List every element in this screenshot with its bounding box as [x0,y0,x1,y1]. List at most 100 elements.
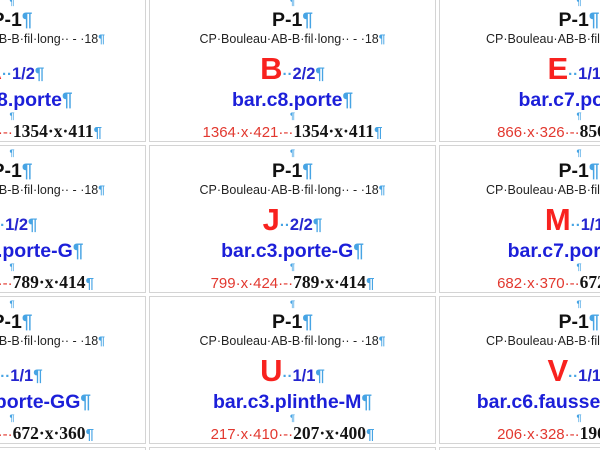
paragraph-mark-small: ¶ [9,111,15,121]
pilcrow-mark: ¶ [302,161,313,182]
piece-letter: B [260,51,283,86]
material-line: CP·Bouleau·AB-B·fil·long·· - ·18¶ [0,32,105,46]
label-cell[interactable]: ¶ P-1¶ CP·Bouleau·AB-B·fil·long·· - ·18¶… [149,0,436,142]
piece-letter: U [260,353,283,388]
paragraph-mark-small: ¶ [289,148,295,158]
paragraph-mark-small: ¶ [289,413,295,423]
pilcrow-mark: ¶ [98,32,105,46]
part-series-title-line: P-1¶ [0,310,32,334]
label-cell[interactable]: ¶ P-1¶ CP·Bouleau·AB-B·fil·long·· - ·18¶… [439,0,600,142]
material-text: CP·Bouleau·AB-B·fil·long·· - ·18 [0,334,99,348]
piece-count: 1/1 [10,367,34,385]
dimensions-line: 799·x·424·-·789·x·414¶ [0,272,94,292]
material-text: CP·Bouleau·AB-B·fil·long·· - ·18 [486,32,600,46]
paragraph-mark-small: ¶ [9,262,15,272]
paragraph-mark-small: ¶ [576,413,582,423]
piece-name: bar.c3.porte-G [221,240,354,262]
part-series-title: P-1 [0,9,22,31]
pilcrow-mark: ¶ [302,10,313,31]
pilcrow-mark: ¶ [342,90,354,111]
label-cell[interactable]: ¶ P-1¶ CP·Bouleau·AB-B·fil·long·· - ·18¶… [149,296,436,444]
label-cell[interactable]: ¶ P-1¶ CP·Bouleau·AB-B·fil·long·· - ·18¶… [0,0,146,142]
material-line: CP·Bouleau·AB-B·fil·long·· - ·18¶ [486,334,600,348]
space-dots-mark: ·· [568,368,579,385]
dimensions-line: 1364·x·421·-·1354·x·411¶ [0,121,102,141]
piece-name-line: bar.c3.plinthe-M¶ [213,390,372,414]
material-text: CP·Bouleau·AB-B·fil·long·· - ·18 [486,334,600,348]
piece-name-line: bar.c7.porte¶ [518,88,600,112]
dims-finished: 672·x·360 [579,272,600,292]
piece-count: 2/2 [289,216,313,234]
pilcrow-mark: ¶ [98,183,105,197]
label-row: ¶ ¶ ¶ [0,447,600,450]
paragraph-mark-small: ¶ [9,299,15,309]
dims-raw: 799·x·424 [210,275,279,292]
part-series-title: P-1 [272,9,303,31]
pilcrow-mark: ¶ [378,183,386,197]
dimensions-line: 1364·x·421·-·1354·x·411¶ [203,121,383,141]
piece-letter-line: T··1/1¶ [0,354,43,388]
paragraph-mark-small: ¶ [9,413,15,423]
label-cell[interactable]: ¶ P-1¶ CP·Bouleau·AB-B·fil·long·· - ·18¶… [149,145,436,293]
part-series-title-line: P-1¶ [559,310,600,334]
label-cell[interactable]: ¶ P-1¶ CP·Bouleau·AB-B·fil·long·· - ·18¶… [439,296,600,444]
paragraph-mark-small: ¶ [289,262,295,272]
piece-letter-line: B··2/2¶ [260,52,325,86]
label-cell[interactable]: ¶ P-1¶ CP·Bouleau·AB-B·fil·long·· - ·18¶… [0,145,146,293]
pilcrow-mark: ¶ [98,334,105,348]
part-series-title: P-1 [558,9,589,31]
label-row: ¶ P-1¶ CP·Bouleau·AB-B·fil·long·· - ·18¶… [0,296,600,444]
paragraph-mark-small: ¶ [289,111,295,121]
pilcrow-mark: ¶ [93,124,102,141]
piece-letter-line: M··1/1¶ [545,203,600,237]
dimensions-line: 217·x·410·-·207·x·400¶ [211,423,375,443]
piece-letter-line: U··1/1¶ [260,354,325,388]
paragraph-mark-small: ¶ [9,148,15,158]
label-cell[interactable]: ¶ [149,447,436,450]
material-text: CP·Bouleau·AB-B·fil·long·· - ·18 [0,32,99,46]
dims-finished: 196·x·318 [579,423,600,443]
piece-letter-line: J··2/2¶ [263,203,323,237]
material-text: CP·Bouleau·AB-B·fil·long·· - ·18 [486,183,600,197]
pilcrow-mark: ¶ [588,10,600,31]
piece-count: 1/1 [578,65,600,83]
dims-separator: ·-· [278,275,294,292]
piece-name: bar.c8.porte [231,89,343,111]
piece-count: 1/1 [578,367,600,385]
dims-raw: 217·x·410 [210,426,279,443]
paragraph-mark-small: ¶ [576,148,582,158]
label-row: ¶ P-1¶ CP·Bouleau·AB-B·fil·long·· - ·18¶… [0,0,600,142]
piece-name-line: bar.c3.porte-G¶ [221,239,364,263]
piece-count: 1/2 [11,65,35,83]
label-cell[interactable]: ¶ P-1¶ CP·Bouleau·AB-B·fil·long·· - ·18¶… [0,296,146,444]
piece-name: bar.c3.plinthe-M [212,391,362,413]
piece-letter-line: V··1/1¶ [547,354,600,388]
dims-finished: 207·x·400 [293,423,367,443]
part-series-title: P-1 [558,311,589,333]
piece-letter: J [262,202,280,237]
label-cell[interactable]: ¶ P-1¶ CP·Bouleau·AB-B·fil·long·· - ·18¶… [439,145,600,293]
pilcrow-mark: ¶ [33,366,43,385]
dims-finished: 856·x·316 [579,121,600,141]
part-series-title: P-1 [272,160,303,182]
space-dots-mark: ·· [570,217,581,234]
piece-letter: M [544,202,571,237]
dims-raw: 682·x·370 [497,275,565,292]
part-series-title: P-1 [0,160,22,182]
dims-finished: 1354·x·411 [293,121,375,141]
pilcrow-mark: ¶ [85,275,94,292]
piece-name: bar.c3.porte-G [0,240,73,262]
label-cell[interactable]: ¶ [439,447,600,450]
dims-separator: ·-· [564,426,580,443]
space-dots-mark: ·· [568,66,579,83]
pilcrow-mark: ¶ [21,161,33,182]
piece-letter-line: I··1/2¶ [0,203,38,237]
part-series-title: P-1 [558,160,589,182]
material-line: CP·Bouleau·AB-B·fil·long·· - ·18¶ [0,183,105,197]
label-cell[interactable]: ¶ [0,447,146,450]
dimensions-line: 206·x·328·-·196·x·318¶ [497,423,600,443]
pilcrow-mark: ¶ [315,64,325,83]
piece-name: bar.c8.porte [0,89,62,111]
